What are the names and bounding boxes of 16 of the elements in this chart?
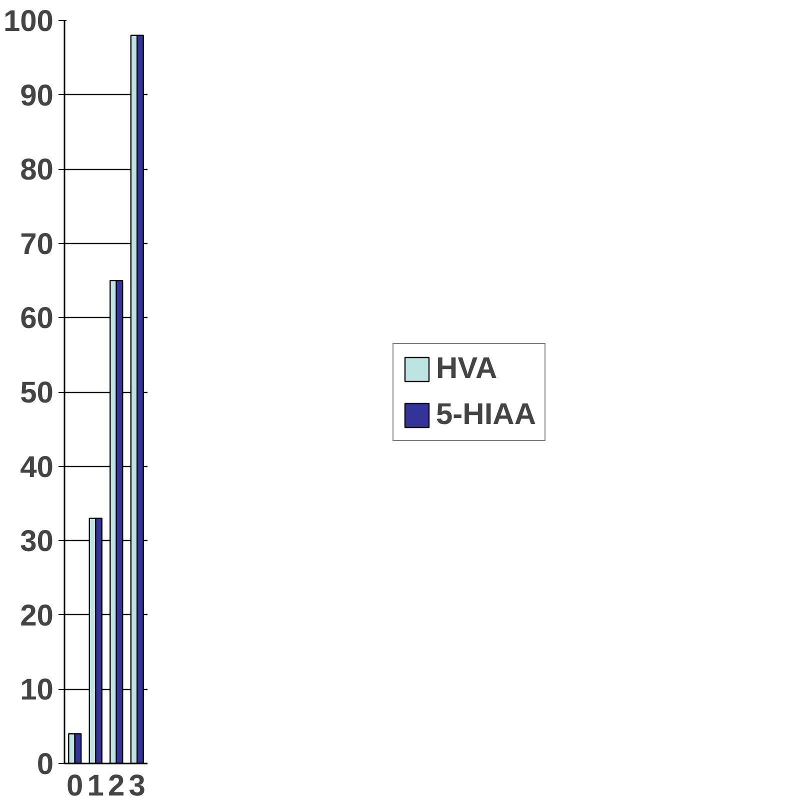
y-tick-label: 20 xyxy=(20,599,54,632)
x-tick-label: 3 xyxy=(128,770,146,800)
y-tick-label: 80 xyxy=(20,154,54,187)
y-tick-label: 30 xyxy=(20,525,54,558)
y-tick-label: 70 xyxy=(20,228,54,261)
x-tick-label: 2 xyxy=(108,770,125,800)
legend-label: HVA xyxy=(436,352,498,386)
y-tick-label: 90 xyxy=(20,79,54,112)
y-tick-label: 10 xyxy=(20,674,54,707)
y-tick-label: 40 xyxy=(20,450,54,484)
x-tick-label: 1 xyxy=(87,770,104,800)
legend-label: 5-HIAA xyxy=(436,398,536,432)
x-tick-label: 0 xyxy=(66,770,84,800)
y-tick-label: 50 xyxy=(20,376,54,410)
y-tick-label: 60 xyxy=(20,302,54,336)
y-tick-label: 100 xyxy=(3,5,54,38)
